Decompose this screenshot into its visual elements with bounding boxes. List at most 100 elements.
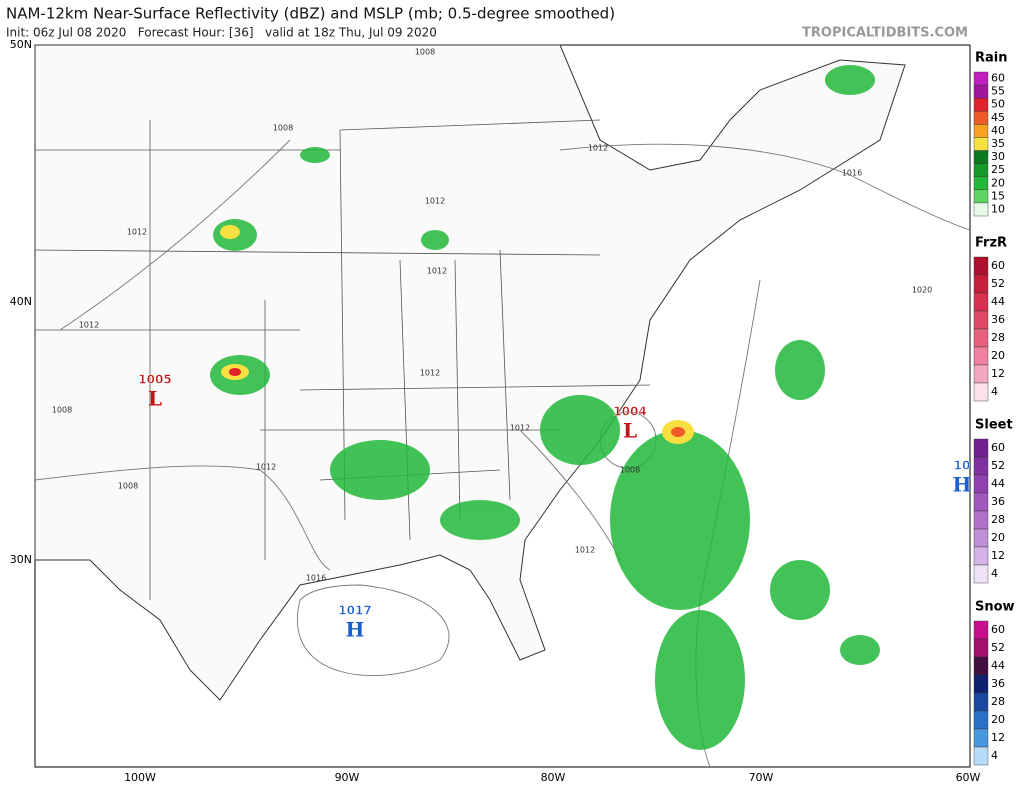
legend-tick: 12 (991, 367, 1005, 380)
legend-swatch (973, 202, 989, 217)
legend-tick: 40 (991, 124, 1005, 137)
pressure-letter: L (148, 387, 162, 411)
heavy-precipitation (220, 225, 694, 444)
lon-label: 90W (335, 771, 360, 784)
isobar-label: 1012 (79, 321, 99, 330)
pressure-letter: H (346, 618, 365, 642)
legend-swatch (973, 310, 989, 330)
legend-tick: 52 (991, 459, 1005, 472)
legend-tick: 28 (991, 331, 1005, 344)
legend-tick: 4 (991, 567, 998, 580)
legend-tick: 60 (991, 441, 1005, 454)
legend-tick: 44 (991, 659, 1005, 672)
legend-swatch (973, 528, 989, 548)
legend-tick: 15 (991, 189, 1005, 202)
legend-swatch (973, 292, 989, 312)
legend-tick: 52 (991, 277, 1005, 290)
legend-tick: 20 (991, 176, 1005, 189)
legend-tick: 4 (991, 385, 998, 398)
legend-tick: 20 (991, 531, 1005, 544)
pressure-value: 1004 (613, 405, 646, 419)
map (34, 44, 971, 768)
legend-swatch (973, 71, 989, 86)
legend-swatch (973, 97, 989, 112)
legend-swatch (973, 620, 989, 640)
site-name: TROPICALTIDBITS.COM (802, 26, 968, 41)
lat-label: 40N (10, 295, 32, 308)
legend-tick: 20 (991, 349, 1005, 362)
legend-swatch (973, 656, 989, 676)
legend-tick: 45 (991, 111, 1005, 124)
legend-tick: 44 (991, 295, 1005, 308)
precipitation (210, 65, 880, 750)
legend-swatch (973, 546, 989, 566)
lat-label: 50N (10, 38, 32, 51)
legend-swatch (973, 111, 989, 125)
isobar-label: 1008 (415, 48, 435, 57)
legend-swatch (973, 492, 989, 512)
legend-swatch (973, 474, 989, 494)
legend-swatch (973, 692, 989, 712)
legend-tick: 12 (991, 731, 1005, 744)
isobar-label: 1012 (510, 424, 530, 433)
legend-title: Sleet (975, 418, 1013, 433)
isobar-label: 1012 (420, 369, 440, 378)
isobar-label: 1008 (620, 466, 640, 475)
isobar-label: 1008 (273, 124, 293, 133)
isobar-label: 1008 (118, 482, 138, 491)
legend-swatch (973, 456, 989, 476)
legend-tick: 50 (991, 98, 1005, 111)
state-borders (34, 119, 651, 600)
pressure-value: 10 (954, 459, 971, 473)
legend-title: Rain (975, 51, 1008, 66)
legend-tick: 52 (991, 641, 1005, 654)
legend-swatch (973, 150, 989, 164)
legend-title: Snow (975, 600, 1015, 615)
lon-label: 70W (749, 771, 774, 784)
legend-swatch (973, 746, 989, 766)
legend-tick: 44 (991, 477, 1005, 490)
legend-tick: 60 (991, 623, 1005, 636)
legend-swatch (973, 124, 989, 138)
isobar-label: 1012 (427, 267, 447, 276)
lon-label: 60W (956, 771, 981, 784)
lat-label: 30N (10, 553, 32, 566)
legend-swatch (973, 84, 989, 99)
legend-tick: 36 (991, 313, 1005, 326)
pressure-value: 1017 (338, 604, 371, 618)
legend-swatch (973, 346, 989, 366)
legend-tick: 4 (991, 749, 998, 762)
legend-tick: 36 (991, 677, 1005, 690)
legend-tick: 28 (991, 513, 1005, 526)
legend-swatch (973, 638, 989, 658)
isobar-label: 1012 (588, 144, 608, 153)
legend-tick: 25 (991, 163, 1005, 176)
pressure-value: 1005 (138, 373, 171, 387)
isobar-label: 1012 (256, 463, 276, 472)
isobars (34, 139, 971, 768)
isobar-label: 1008 (52, 406, 72, 415)
isobar-label: 1012 (127, 228, 147, 237)
legend-swatch (973, 510, 989, 530)
legend-swatch (973, 382, 989, 402)
legend-swatch (973, 256, 989, 276)
lon-label: 80W (541, 771, 566, 784)
legend-swatch (973, 274, 989, 294)
legend-swatch (973, 137, 989, 151)
lon-label: 100W (124, 771, 156, 784)
title: NAM-12km Near-Surface Reflectivity (dBZ)… (6, 5, 615, 23)
legend-tick: 20 (991, 713, 1005, 726)
legend-swatch (973, 176, 989, 191)
legend-swatch (973, 364, 989, 384)
legend-title: FrzR (975, 236, 1007, 251)
legend-tick: 30 (991, 150, 1005, 163)
legend-swatch (973, 328, 989, 348)
legend-tick: 55 (991, 85, 1005, 98)
legend-tick: 10 (991, 202, 1005, 215)
legend-tick: 35 (991, 137, 1005, 150)
legend-swatch (973, 189, 989, 204)
subtitle: Init: 06z Jul 08 2020 Forecast Hour: [36… (6, 26, 437, 40)
pressure-letter: L (623, 419, 637, 443)
legend-swatch (973, 728, 989, 748)
